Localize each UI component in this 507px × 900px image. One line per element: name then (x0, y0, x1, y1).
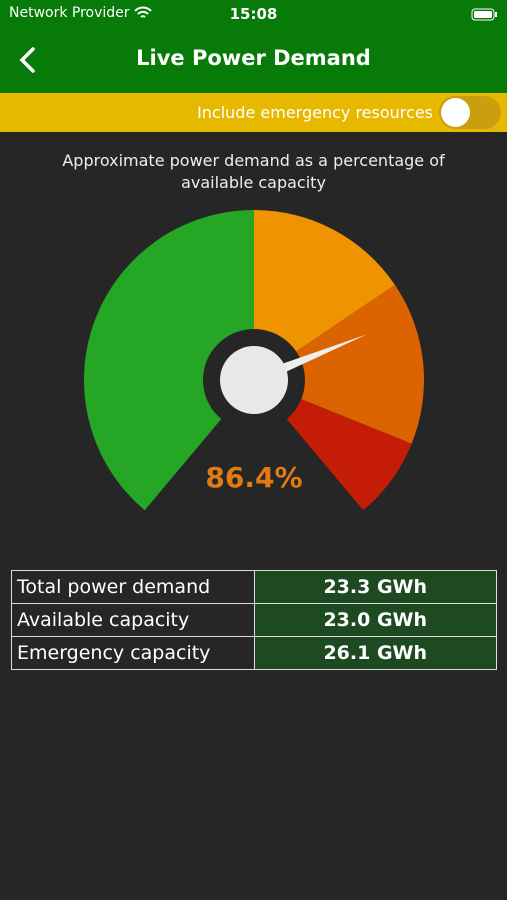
row-label: Emergency capacity (11, 636, 255, 670)
screen-title: Live Power Demand (136, 46, 371, 70)
toggle-bar: Include emergency resources (0, 93, 507, 132)
toggle-knob (441, 98, 470, 127)
gauge: 86.4% (83, 210, 425, 511)
gauge-segment (83, 210, 254, 511)
wifi-icon (134, 6, 152, 18)
back-button[interactable] (18, 47, 38, 73)
table-row: Available capacity 23.0 GWh (11, 603, 497, 637)
row-value: 23.0 GWh (253, 603, 497, 637)
row-label: Available capacity (11, 603, 255, 637)
table-row: Total power demand 23.3 GWh (11, 570, 497, 604)
toggle-label: Include emergency resources (197, 103, 433, 122)
nav-header: Network Provider 15:08 Live Power Demand (0, 0, 507, 93)
summary-table: Total power demand 23.3 GWh Available cap… (11, 570, 497, 670)
battery-icon (471, 8, 497, 21)
gauge-segment (254, 284, 425, 444)
clock: 15:08 (229, 5, 278, 23)
gauge-reading: 86.4% (205, 461, 302, 494)
emergency-toggle[interactable] (439, 96, 501, 129)
gauge-segment (254, 210, 395, 380)
gauge-caption: Approximate power demand as a percentage… (62, 151, 445, 192)
gauge-segment (254, 380, 412, 511)
row-label: Total power demand (11, 570, 255, 604)
row-value: 26.1 GWh (253, 636, 497, 670)
table-row: Emergency capacity 26.1 GWh (11, 636, 497, 670)
row-value: 23.3 GWh (253, 570, 497, 604)
carrier: Network Provider (9, 5, 130, 21)
gauge-hub (220, 346, 288, 414)
